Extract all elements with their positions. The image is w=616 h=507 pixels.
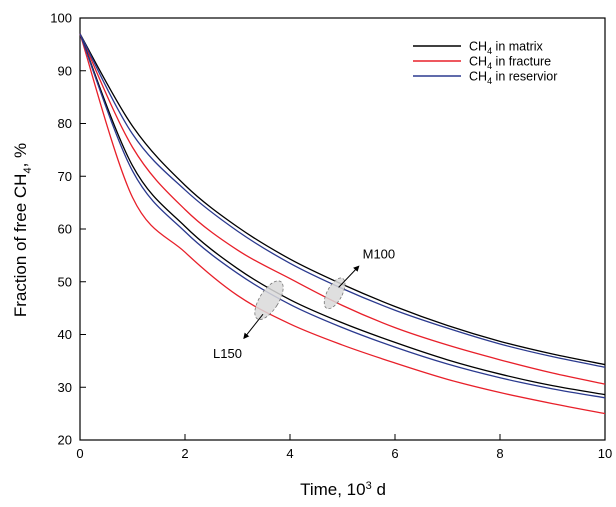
- x-tick-label: 2: [181, 446, 188, 461]
- series-line-l150-matrix: [79, 33, 606, 396]
- y-tick-label: 70: [58, 169, 72, 184]
- y-tick-label: 40: [58, 327, 72, 342]
- x-tick-label: 6: [391, 446, 398, 461]
- series-lines: [79, 33, 606, 415]
- annotations: M100 L150: [213, 246, 395, 361]
- l150-label: L150: [213, 346, 242, 361]
- y-tick-label: 90: [58, 63, 72, 78]
- legend-entry: CH4 in matrix: [469, 40, 544, 57]
- x-tick-label: 8: [496, 446, 503, 461]
- m100-label: M100: [363, 246, 396, 261]
- y-tick-label: 60: [58, 222, 72, 237]
- y-tick-label: 80: [58, 116, 72, 131]
- y-tick-label: 50: [58, 274, 72, 289]
- series-line-m100-reservior: [79, 33, 606, 368]
- y-tick-label: 100: [50, 11, 72, 26]
- series-line-l150-fracture: [79, 33, 606, 415]
- x-tick-label: 0: [76, 446, 83, 461]
- l150-arrow: [243, 313, 264, 340]
- x-tick-label: 4: [286, 446, 293, 461]
- x-tick-label: 10: [598, 446, 612, 461]
- y-tick-label: 30: [58, 380, 72, 395]
- legend-entry: CH4 in fracture: [469, 55, 551, 72]
- series-line-l150-reservior: [79, 33, 606, 399]
- series-line-m100-fracture: [79, 33, 606, 385]
- series-line-m100-matrix: [79, 33, 606, 366]
- x-axis-title: Time, 103 d: [300, 480, 386, 499]
- m100-arrow: [338, 265, 360, 288]
- y-tick-label: 20: [58, 433, 72, 448]
- l150-marker-ellipse: [254, 280, 284, 320]
- legend-entry: CH4 in reservior: [469, 70, 557, 87]
- y-axis-title: Fraction of free CH4, %: [11, 143, 34, 317]
- axis-ticks: 0 2 4 6 8 10 20 30 40 50 60 70 80 90 100: [50, 11, 612, 462]
